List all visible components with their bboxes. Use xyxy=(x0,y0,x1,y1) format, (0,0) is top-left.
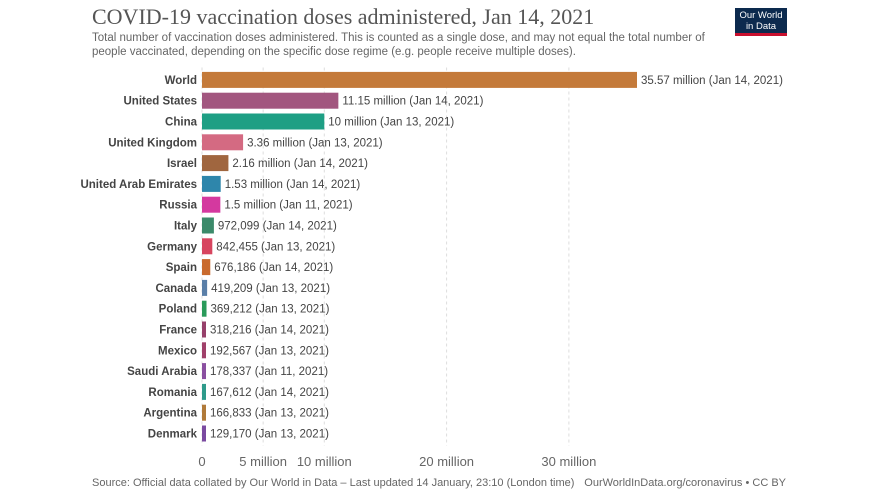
bar[interactable] xyxy=(202,155,229,172)
bar[interactable] xyxy=(202,196,221,213)
bar[interactable] xyxy=(202,279,208,296)
category-label: Poland xyxy=(159,304,197,316)
value-label: 178,337 (Jan 11, 2021) xyxy=(210,366,328,378)
bar[interactable] xyxy=(202,217,214,234)
x-tick-label: 10 million xyxy=(297,454,352,469)
bar[interactable] xyxy=(202,113,325,130)
category-label: Spain xyxy=(166,262,197,274)
value-label: 419,209 (Jan 13, 2021) xyxy=(211,283,330,295)
bar[interactable] xyxy=(202,383,206,400)
value-label: 972,099 (Jan 14, 2021) xyxy=(218,221,337,233)
bar[interactable] xyxy=(202,342,206,359)
x-tick-label: 5 million xyxy=(239,454,287,469)
category-label: Romania xyxy=(148,387,197,399)
value-label: 2.16 million (Jan 14, 2021) xyxy=(232,158,368,170)
value-label: 166,833 (Jan 13, 2021) xyxy=(210,408,329,420)
value-label: 318,216 (Jan 14, 2021) xyxy=(210,325,329,337)
bar[interactable] xyxy=(202,363,206,380)
owid-logo[interactable]: Our World in Data xyxy=(735,8,787,36)
x-tick-label: 30 million xyxy=(541,454,596,469)
bar[interactable] xyxy=(202,425,206,442)
bar[interactable] xyxy=(202,238,213,255)
value-label: 129,170 (Jan 13, 2021) xyxy=(210,429,329,441)
category-label: Israel xyxy=(167,158,197,170)
value-label: 1.53 million (Jan 14, 2021) xyxy=(225,179,361,191)
x-tick-label: 0 xyxy=(198,454,205,469)
value-label: 676,186 (Jan 14, 2021) xyxy=(214,262,333,274)
category-label: France xyxy=(159,325,197,337)
value-label: 10 million (Jan 13, 2021) xyxy=(328,117,454,129)
bar[interactable] xyxy=(202,92,339,109)
logo-line-2: in Data xyxy=(745,21,777,32)
category-label: Germany xyxy=(147,241,197,253)
category-label: Italy xyxy=(174,221,198,233)
category-label: China xyxy=(165,117,198,129)
x-tick-label: 20 million xyxy=(419,454,474,469)
category-label: World xyxy=(165,75,197,87)
value-label: 35.57 million (Jan 14, 2021) xyxy=(641,75,783,87)
category-label: Russia xyxy=(159,200,197,212)
category-label: United Kingdom xyxy=(108,137,197,149)
value-label: 192,567 (Jan 13, 2021) xyxy=(210,345,329,357)
bar[interactable] xyxy=(202,259,211,276)
category-label: Argentina xyxy=(143,408,197,420)
bar[interactable] xyxy=(202,321,206,338)
bar[interactable] xyxy=(202,404,206,421)
bar[interactable] xyxy=(202,175,221,192)
value-label: 842,455 (Jan 13, 2021) xyxy=(216,241,335,253)
category-label: Mexico xyxy=(158,345,197,357)
bar[interactable] xyxy=(202,71,637,88)
chart-subtitle: Total number of vaccination doses admini… xyxy=(92,32,705,58)
category-label: United Arab Emirates xyxy=(80,179,197,191)
bar[interactable] xyxy=(202,134,244,151)
category-label: Saudi Arabia xyxy=(127,366,197,378)
value-label: 167,612 (Jan 14, 2021) xyxy=(210,387,329,399)
category-label: Denmark xyxy=(148,429,198,441)
chart-title: COVID-19 vaccination doses administered,… xyxy=(92,4,595,29)
value-label: 3.36 million (Jan 13, 2021) xyxy=(247,137,383,149)
bar[interactable] xyxy=(202,300,207,317)
category-label: Canada xyxy=(155,283,197,295)
value-label: 1.5 million (Jan 11, 2021) xyxy=(224,200,352,212)
credit-link[interactable]: OurWorldInData.org/coronavirus • CC BY xyxy=(584,477,786,489)
value-label: 11.15 million (Jan 14, 2021) xyxy=(342,96,483,108)
source-note: Source: Official data collated by Our Wo… xyxy=(92,477,575,489)
logo-line-1: Our World xyxy=(739,10,783,21)
category-label: United States xyxy=(124,96,198,108)
value-label: 369,212 (Jan 13, 2021) xyxy=(211,304,330,316)
